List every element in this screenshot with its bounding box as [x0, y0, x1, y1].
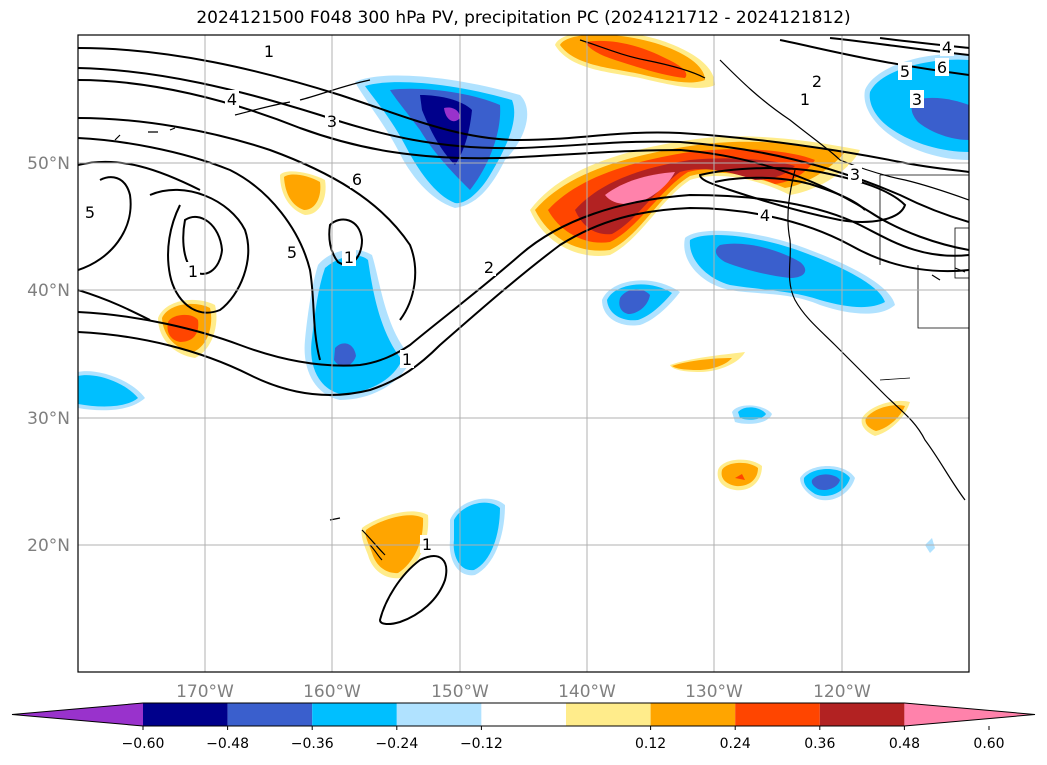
contour-label: 1	[402, 350, 412, 369]
contour-label: 5	[85, 203, 95, 222]
lat-label: 40°N	[27, 281, 70, 301]
lat-label: 30°N	[27, 409, 70, 429]
colorbar-segment	[650, 703, 736, 726]
contour-label: 6	[937, 58, 947, 77]
colorbar-tick-label: 0.24	[720, 736, 751, 752]
colorbar-tick-label: −0.24	[375, 736, 418, 752]
colorbar-extend-high	[904, 703, 1035, 726]
contour-label: 4	[942, 38, 952, 57]
colorbar-segment	[143, 703, 228, 726]
contour-label: 1	[264, 42, 274, 61]
contour-labels: 1 1 1 1 1 1 2 2 3 3 3 4 4 4 5 5 5 6 6	[85, 38, 952, 554]
lon-label: 170°W	[176, 682, 234, 702]
colorbar-segment	[481, 703, 566, 726]
lon-label: 130°W	[685, 682, 743, 702]
colorbar-tick-label: 0.60	[973, 736, 1004, 752]
colorbar-segment	[396, 703, 482, 726]
contour-label: 1	[344, 248, 354, 267]
contour-label: 5	[287, 243, 297, 262]
contour-label: 3	[850, 165, 860, 184]
graticule	[78, 35, 969, 672]
lon-label: 160°W	[303, 682, 361, 702]
contour-label: 5	[900, 62, 910, 81]
contour-label: 4	[227, 90, 237, 109]
latitude-labels: 20°N 30°N 40°N 50°N	[27, 154, 70, 556]
plot-frame	[77, 34, 970, 673]
pv-contours	[78, 37, 969, 626]
colorbar-segment	[819, 703, 905, 726]
colorbar-tick-label: 0.36	[804, 736, 835, 752]
contour-label: 4	[760, 206, 770, 225]
contour-label: 1	[422, 535, 432, 554]
colorbar-tick-label: −0.36	[291, 736, 334, 752]
colorbar-tick-label: −0.12	[460, 736, 503, 752]
colorbar-segment	[735, 703, 820, 726]
colorbar-segment	[312, 703, 397, 726]
lon-label: 120°W	[813, 682, 871, 702]
colorbar-extend-low	[12, 703, 143, 726]
colorbar: −0.60 −0.48 −0.36 −0.24 −0.12 0.12 0.24 0.36 0.4…	[11, 702, 1036, 752]
colorbar-segment	[566, 703, 651, 726]
contour-label: 6	[352, 170, 362, 189]
colorbar-tick-label: 0.48	[889, 736, 920, 752]
lat-label: 50°N	[27, 154, 70, 174]
contour-label: 1	[800, 90, 810, 109]
lat-label: 20°N	[27, 536, 70, 556]
contour-label: 2	[812, 72, 822, 91]
longitude-labels: 170°W 160°W 150°W 140°W 130°W 120°W	[176, 682, 871, 702]
contour-label: 2	[484, 258, 494, 277]
colorbar-segment	[227, 703, 313, 726]
lon-label: 140°W	[558, 682, 616, 702]
colorbar-tick-label: −0.48	[206, 736, 249, 752]
map-title: 2024121500 F048 300 hPa PV, precipitatio…	[196, 8, 851, 28]
lon-label: 150°W	[431, 682, 489, 702]
colorbar-tick-label: 0.12	[635, 736, 666, 752]
colorbar-tick-label: −0.60	[122, 736, 165, 752]
contour-label: 3	[912, 90, 922, 109]
contour-label-boxes	[83, 38, 954, 553]
plot-area	[78, 35, 969, 672]
contour-label: 1	[188, 262, 198, 281]
contour-label: 3	[327, 112, 337, 131]
